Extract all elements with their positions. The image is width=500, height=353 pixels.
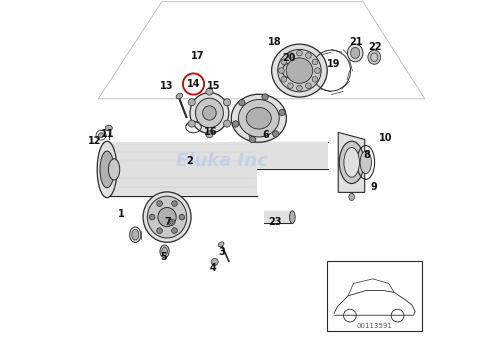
Ellipse shape (190, 92, 229, 133)
Ellipse shape (179, 214, 185, 220)
Ellipse shape (246, 107, 272, 129)
Ellipse shape (206, 88, 213, 95)
Bar (327, 261, 422, 331)
Ellipse shape (231, 94, 286, 142)
Ellipse shape (196, 98, 224, 128)
Text: Eluka Inc: Eluka Inc (176, 152, 268, 169)
Ellipse shape (340, 141, 364, 184)
Ellipse shape (281, 59, 286, 65)
Bar (264, 211, 292, 223)
Ellipse shape (202, 106, 216, 120)
Ellipse shape (249, 132, 254, 138)
Ellipse shape (238, 100, 279, 137)
Ellipse shape (250, 136, 256, 143)
Ellipse shape (288, 53, 293, 58)
Ellipse shape (272, 44, 327, 97)
Polygon shape (338, 132, 364, 192)
Ellipse shape (224, 120, 230, 127)
Ellipse shape (132, 229, 139, 240)
Ellipse shape (150, 214, 155, 220)
Text: 19: 19 (328, 59, 341, 68)
Ellipse shape (281, 77, 286, 82)
Ellipse shape (157, 201, 162, 207)
Text: 22: 22 (368, 42, 382, 52)
Text: 23: 23 (268, 217, 281, 227)
Ellipse shape (368, 50, 380, 64)
Ellipse shape (130, 227, 141, 243)
Ellipse shape (224, 99, 230, 106)
Ellipse shape (98, 133, 103, 138)
Ellipse shape (314, 68, 320, 73)
Text: 1: 1 (118, 209, 124, 219)
Ellipse shape (312, 77, 318, 82)
Polygon shape (98, 2, 424, 99)
Ellipse shape (172, 201, 177, 207)
Ellipse shape (306, 53, 311, 58)
Text: 2: 2 (186, 156, 194, 166)
Ellipse shape (288, 83, 293, 89)
Ellipse shape (143, 192, 191, 242)
Ellipse shape (188, 99, 196, 106)
Ellipse shape (312, 59, 318, 65)
Text: 10: 10 (379, 133, 392, 143)
Ellipse shape (348, 44, 363, 62)
Text: 5: 5 (160, 252, 167, 262)
Ellipse shape (262, 94, 268, 100)
Ellipse shape (232, 121, 239, 127)
Ellipse shape (218, 242, 224, 247)
Ellipse shape (286, 58, 312, 83)
Ellipse shape (211, 258, 218, 265)
Ellipse shape (296, 50, 302, 56)
Ellipse shape (278, 68, 284, 73)
Ellipse shape (206, 131, 213, 138)
Text: 21: 21 (349, 37, 362, 47)
Text: 3: 3 (218, 247, 225, 257)
Ellipse shape (350, 47, 360, 59)
Ellipse shape (148, 196, 186, 238)
Ellipse shape (162, 247, 168, 256)
Text: 13: 13 (160, 82, 174, 91)
Ellipse shape (160, 245, 169, 258)
Ellipse shape (176, 93, 182, 99)
Ellipse shape (344, 148, 360, 177)
Ellipse shape (272, 131, 279, 137)
Text: 16: 16 (204, 127, 218, 137)
Ellipse shape (349, 193, 354, 201)
Text: 4: 4 (210, 263, 216, 273)
Ellipse shape (97, 141, 117, 198)
Bar (116, 150, 158, 175)
Text: 20: 20 (282, 53, 296, 63)
Text: 14: 14 (187, 79, 200, 89)
Text: 18: 18 (268, 37, 281, 47)
Ellipse shape (279, 109, 285, 116)
Text: 11: 11 (100, 129, 114, 139)
Ellipse shape (290, 211, 295, 223)
Ellipse shape (170, 221, 173, 224)
Text: 6: 6 (262, 130, 270, 140)
Text: 7: 7 (164, 217, 172, 227)
Ellipse shape (158, 208, 176, 227)
Text: 9: 9 (371, 182, 378, 192)
Ellipse shape (168, 219, 175, 226)
Ellipse shape (360, 151, 372, 174)
Ellipse shape (188, 120, 196, 127)
Bar (229, 142, 328, 169)
Ellipse shape (106, 125, 112, 131)
Ellipse shape (108, 159, 120, 180)
Text: 15: 15 (207, 82, 220, 91)
Ellipse shape (172, 228, 177, 233)
Text: 00113591: 00113591 (356, 323, 392, 329)
Ellipse shape (278, 49, 321, 92)
Ellipse shape (296, 85, 302, 91)
Text: 8: 8 (363, 150, 370, 160)
Ellipse shape (157, 228, 162, 233)
Ellipse shape (306, 83, 311, 89)
Ellipse shape (238, 100, 245, 106)
Bar (109, 143, 257, 196)
Ellipse shape (100, 151, 114, 188)
Text: 12: 12 (88, 136, 102, 146)
Text: 17: 17 (191, 52, 204, 61)
